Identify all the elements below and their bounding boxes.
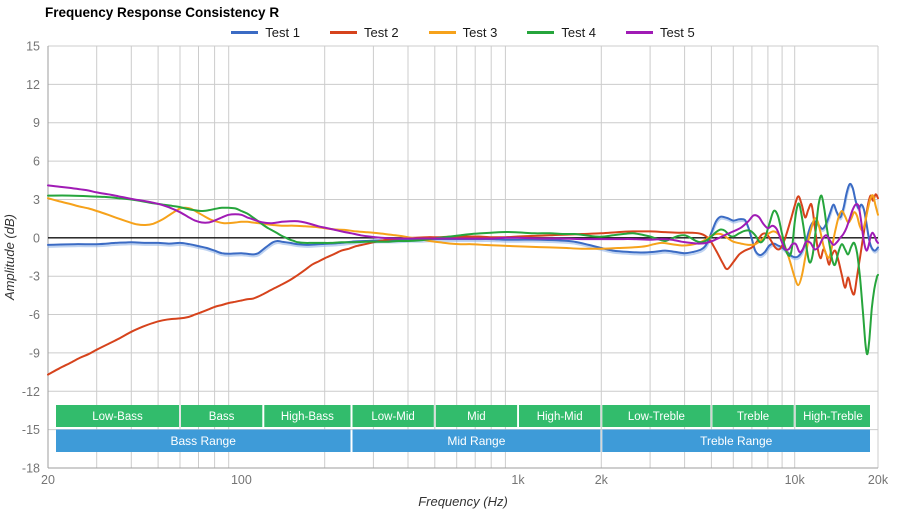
band-label-high-mid: High-Mid — [537, 411, 583, 423]
y-tick-label: -12 — [22, 385, 40, 399]
band-treble-range — [602, 429, 870, 452]
band-high-bass — [264, 405, 351, 427]
band-label-treble-range: Treble Range — [700, 434, 773, 448]
legend-item-test-3[interactable]: Test 3 — [428, 25, 498, 40]
legend-item-test-1[interactable]: Test 1 — [231, 25, 300, 40]
band-bass-range — [56, 429, 351, 452]
series-test-1-halo — [47, 184, 880, 261]
legend-swatch-icon — [231, 31, 259, 34]
band-label-mid: Mid — [467, 411, 486, 423]
y-tick-label: 12 — [26, 78, 40, 92]
chart-title: Frequency Response Consistency R — [45, 5, 280, 20]
x-axis-title: Frequency (Hz) — [418, 494, 508, 509]
band-label-low-mid: Low-Mid — [371, 411, 414, 423]
legend-item-test-2[interactable]: Test 2 — [329, 25, 399, 40]
gridlines — [48, 46, 879, 468]
band-bass — [181, 405, 263, 427]
x-tick-label: 100 — [231, 473, 252, 487]
legend-item-label: Test 2 — [363, 25, 399, 40]
y-tick-label: -9 — [29, 346, 40, 360]
legend-item-label: Test 5 — [660, 25, 695, 40]
y-tick-label: -15 — [22, 423, 40, 437]
y-tick-label: 0 — [33, 231, 40, 245]
band-label-bass: Bass — [209, 411, 235, 423]
y-axis-title: Amplitude (dB) — [2, 214, 17, 301]
x-tick-label: 1k — [511, 473, 525, 487]
legend-item-label: Test 1 — [265, 25, 300, 40]
legend-item-label: Test 3 — [462, 25, 498, 40]
series-test-4 — [47, 194, 879, 356]
band-label-mid-range: Mid Range — [447, 434, 505, 448]
band-low-bass — [56, 405, 179, 427]
series-test-1 — [47, 182, 879, 259]
x-tick-label: 20k — [868, 473, 889, 487]
y-tick-label: -6 — [29, 308, 40, 322]
band-treble — [712, 405, 794, 427]
legend-item-test-5[interactable]: Test 5 — [626, 25, 695, 40]
legend: Test 1 Test 2 Test 3 Test 4 Test 5 — [48, 25, 878, 40]
legend-item-test-4[interactable]: Test 4 — [527, 25, 596, 40]
band-low-treble — [602, 405, 711, 427]
legend-swatch-icon — [329, 31, 357, 34]
frequency-bands: Low-Bass Bass High-Bass Low-Mid Mid High-Mid L… — [56, 405, 870, 452]
band-label-treble: Treble — [737, 411, 769, 423]
series-test-2 — [47, 193, 879, 376]
y-tick-label: -18 — [22, 462, 40, 476]
legend-swatch-icon — [626, 31, 654, 34]
series-test-3 — [47, 194, 879, 287]
band-low-mid — [352, 405, 434, 427]
y-tick-label: 9 — [33, 116, 40, 130]
y-tick-label: 3 — [33, 193, 40, 207]
y-tick-label: -3 — [29, 270, 40, 284]
x-tick-label: 2k — [595, 473, 609, 487]
x-tick-label: 10k — [785, 473, 806, 487]
band-label-low-treble: Low-Treble — [628, 411, 685, 423]
band-high-treble — [795, 405, 870, 427]
y-tick-label: 6 — [33, 155, 40, 169]
x-tick-label: 20 — [41, 473, 55, 487]
y-tick-label: 15 — [26, 40, 40, 54]
band-mid — [435, 405, 518, 427]
band-label-low-bass: Low-Bass — [92, 411, 143, 423]
band-high-mid — [519, 405, 601, 427]
band-label-bass-range: Bass Range — [171, 434, 237, 448]
series-test-5 — [47, 184, 879, 254]
legend-swatch-icon — [428, 31, 456, 34]
series-curves — [47, 182, 880, 376]
band-label-high-treble: High-Treble — [803, 411, 863, 423]
legend-swatch-icon — [527, 31, 555, 34]
legend-item-label: Test 4 — [561, 25, 597, 40]
band-label-high-bass: High-Bass — [281, 411, 334, 423]
band-mid-range — [352, 429, 601, 452]
